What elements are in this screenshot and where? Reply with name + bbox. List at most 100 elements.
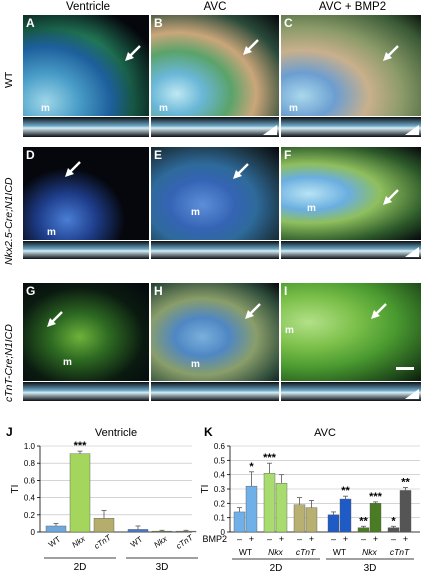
bar bbox=[263, 473, 276, 533]
y-axis-label: TI bbox=[10, 485, 21, 494]
x-tick-label: Nkx bbox=[152, 534, 169, 550]
x-tick-label: WT bbox=[239, 547, 252, 557]
bar bbox=[45, 525, 67, 533]
bmp2-state-label: – bbox=[297, 534, 302, 544]
significance-label: ** bbox=[341, 485, 350, 497]
bar bbox=[93, 518, 115, 533]
matrix-label: m bbox=[191, 207, 200, 218]
x-tick-label: WT bbox=[333, 547, 346, 557]
panel-letter: J bbox=[6, 425, 13, 439]
x-tick-label: Nkx bbox=[70, 534, 87, 550]
matrix-label: m bbox=[307, 203, 316, 214]
z-section-strip bbox=[23, 239, 149, 259]
matrix-label: m bbox=[159, 103, 168, 114]
y-tick-label: 1.0 bbox=[24, 442, 36, 451]
column-title-ventricle: Ventricle bbox=[65, 1, 111, 13]
x-tick-label: WT bbox=[129, 535, 144, 550]
y-tick-label: 0.8 bbox=[24, 459, 36, 468]
bar bbox=[327, 514, 340, 533]
panel-letter: A bbox=[26, 16, 35, 30]
y-tick-label: 0.6 bbox=[214, 442, 226, 451]
micrograph-image bbox=[23, 15, 149, 117]
significance-label: ** bbox=[401, 477, 410, 489]
micrograph-image bbox=[151, 283, 279, 381]
column-title-avc: AVC bbox=[203, 1, 227, 13]
arrow-icon bbox=[243, 39, 259, 55]
triangle-marker-icon bbox=[405, 389, 419, 399]
significance-label: ** bbox=[359, 515, 368, 527]
chart-title: Ventricle bbox=[95, 427, 137, 439]
z-section-strip bbox=[23, 116, 149, 137]
bmp2-state-label: – bbox=[331, 534, 336, 544]
y-tick-label: 0.3 bbox=[214, 485, 226, 494]
group-label: 3D bbox=[156, 562, 169, 573]
z-section-strip bbox=[281, 239, 421, 259]
bar bbox=[293, 504, 306, 533]
row-label-wt: WT bbox=[3, 71, 15, 88]
bar bbox=[151, 530, 173, 533]
bmp2-label: BMP2 bbox=[202, 534, 227, 544]
micrograph-image bbox=[281, 15, 421, 117]
chart-title: AVC bbox=[314, 427, 336, 439]
triangle-marker-icon bbox=[263, 125, 277, 135]
y-axis-label: TI bbox=[200, 485, 211, 494]
bmp2-state-label: – bbox=[391, 534, 396, 544]
arrow-icon bbox=[245, 303, 261, 319]
panel-letter: I bbox=[284, 284, 288, 298]
y-tick-label: 0.4 bbox=[24, 494, 36, 503]
panel-letter: D bbox=[26, 148, 35, 162]
bar bbox=[357, 527, 370, 533]
bar bbox=[387, 527, 400, 533]
matrix-label: m bbox=[47, 227, 56, 238]
triangle-marker-icon bbox=[405, 125, 419, 135]
triangle-marker-icon bbox=[405, 247, 419, 257]
y-tick-label: 0 bbox=[31, 528, 36, 537]
arrow-icon bbox=[65, 161, 81, 177]
bmp2-state-label: – bbox=[361, 534, 366, 544]
bar bbox=[369, 503, 382, 533]
bar bbox=[399, 490, 412, 533]
y-tick-label: 0.4 bbox=[214, 471, 226, 480]
z-section-strip bbox=[151, 380, 279, 401]
bar bbox=[233, 511, 246, 533]
bar bbox=[127, 529, 149, 533]
y-tick-label: 0.1 bbox=[214, 514, 226, 523]
bmp2-state-label: – bbox=[237, 534, 242, 544]
x-tick-label: cTnT bbox=[93, 532, 114, 550]
bmp2-state-label: + bbox=[279, 534, 284, 544]
x-tick-label: Nkx bbox=[268, 547, 283, 557]
significance-label: *** bbox=[263, 452, 277, 464]
panel-letter: E bbox=[154, 148, 163, 162]
z-section-strip bbox=[281, 116, 421, 137]
arrow-icon bbox=[233, 163, 249, 179]
matrix-label: m bbox=[41, 103, 50, 114]
bar bbox=[175, 530, 197, 533]
panel-letter: H bbox=[154, 284, 163, 298]
panel-letter: K bbox=[204, 425, 213, 439]
bar bbox=[245, 485, 258, 533]
bar bbox=[69, 453, 91, 533]
group-label: 2D bbox=[74, 562, 87, 573]
x-tick-label: cTnT bbox=[390, 547, 410, 557]
matrix-label: m bbox=[191, 359, 200, 370]
z-section-strip bbox=[151, 116, 279, 137]
x-tick-label: Nkx bbox=[362, 547, 377, 557]
x-tick-label: cTnT bbox=[175, 532, 196, 550]
significance-label: *** bbox=[369, 491, 383, 503]
significance-label: * bbox=[391, 515, 396, 527]
matrix-label: m bbox=[63, 357, 72, 368]
x-tick-label: cTnT bbox=[296, 547, 316, 557]
arrow-icon bbox=[47, 311, 63, 327]
bmp2-state-label: + bbox=[343, 534, 348, 544]
column-title-avc-bmp2: AVC + BMP2 bbox=[318, 1, 387, 13]
y-tick-label: 0.5 bbox=[214, 456, 226, 465]
group-label: 3D bbox=[364, 563, 377, 574]
panel-letter: C bbox=[284, 16, 293, 30]
bmp2-state-label: + bbox=[249, 534, 254, 544]
